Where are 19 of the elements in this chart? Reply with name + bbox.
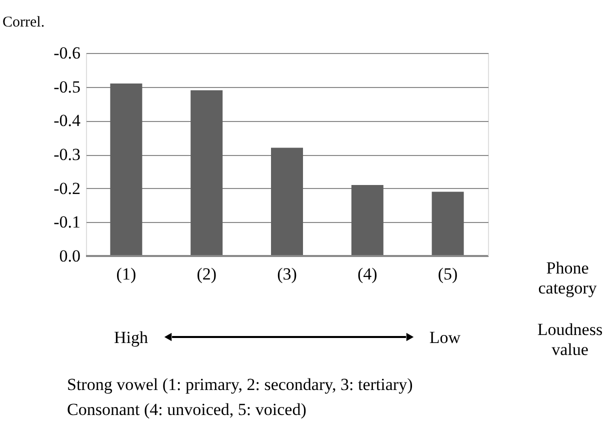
y-axis-title: Correl.	[2, 14, 45, 30]
x-tick-label: (4)	[357, 264, 378, 284]
y-tick-label: -0.3	[54, 145, 80, 164]
text: High	[114, 328, 148, 347]
x-tick-label: (1)	[116, 264, 136, 284]
y-tick-label: -0.6	[54, 44, 80, 62]
text: Loudness value	[537, 320, 603, 359]
y-tick-label: -0.1	[54, 212, 80, 232]
x-tick-label: (2)	[196, 264, 217, 284]
y-tick-label: -0.5	[54, 77, 80, 96]
y-tick-label: -0.4	[54, 111, 81, 130]
x-tick-label: (3)	[277, 264, 297, 284]
text: Consonant (4: unvoiced, 5: voiced)	[67, 400, 306, 419]
text: Low	[429, 328, 462, 347]
x-axis-title: Phone category	[538, 258, 598, 298]
x-tick-label: (5)	[438, 264, 458, 284]
text: Strong vowel (1: primary, 2: secondary, 3: tertiary)	[67, 375, 413, 394]
y-tick-label: -0.2	[54, 178, 80, 198]
y-tick-label: 0.0	[59, 246, 80, 266]
